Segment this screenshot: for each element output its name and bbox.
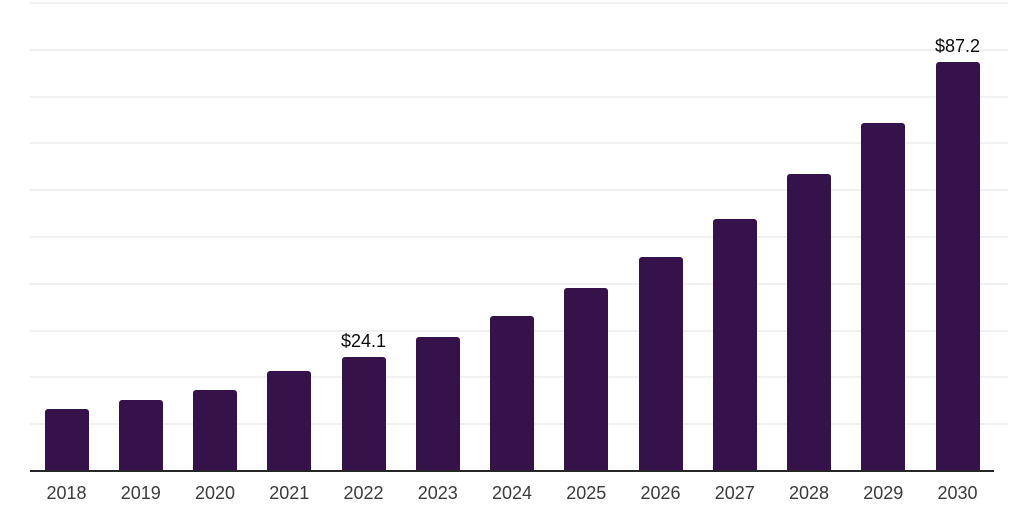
bar-value-label-2030: $87.2 [934, 35, 981, 56]
gridline [30, 236, 1008, 238]
x-tick-label-2029: 2029 [863, 483, 904, 503]
x-tick-label-2027: 2027 [714, 483, 755, 503]
x-tick-label-2022: 2022 [343, 483, 384, 503]
bar-2029 [861, 122, 906, 470]
x-axis-line [30, 470, 994, 472]
bar-2025 [564, 288, 609, 470]
x-tick-label-2024: 2024 [491, 483, 533, 503]
bar-2024 [490, 315, 534, 470]
bar-2021 [267, 371, 312, 470]
x-tick-label-2020: 2020 [194, 483, 236, 503]
x-tick-label-2026: 2026 [640, 483, 681, 503]
bar-2027 [712, 218, 757, 470]
bar-2030 [935, 61, 980, 470]
bar-value-label-2022: $24.1 [340, 331, 387, 352]
bar-2019 [118, 400, 163, 470]
x-tick-label-2023: 2023 [417, 483, 458, 503]
x-tick-label-2021: 2021 [269, 483, 310, 503]
gridline [30, 48, 1008, 51]
x-tick-label-2030: 2030 [937, 483, 978, 503]
x-tick-label-2025: 2025 [566, 483, 607, 503]
bar-2018 [44, 409, 89, 470]
gridline [30, 282, 1008, 285]
bar-2022 [341, 357, 386, 470]
gridline [30, 189, 1008, 192]
gridline [30, 2, 1008, 4]
x-tick-label-2018: 2018 [46, 483, 87, 503]
bar-2028 [787, 173, 831, 470]
bar-2020 [193, 389, 237, 470]
gridline [30, 142, 1008, 145]
bar-2023 [415, 336, 460, 470]
x-tick-label-2028: 2028 [788, 483, 830, 503]
bar-2026 [638, 256, 683, 470]
gridline [30, 95, 1008, 98]
x-tick-label-2019: 2019 [120, 483, 161, 503]
